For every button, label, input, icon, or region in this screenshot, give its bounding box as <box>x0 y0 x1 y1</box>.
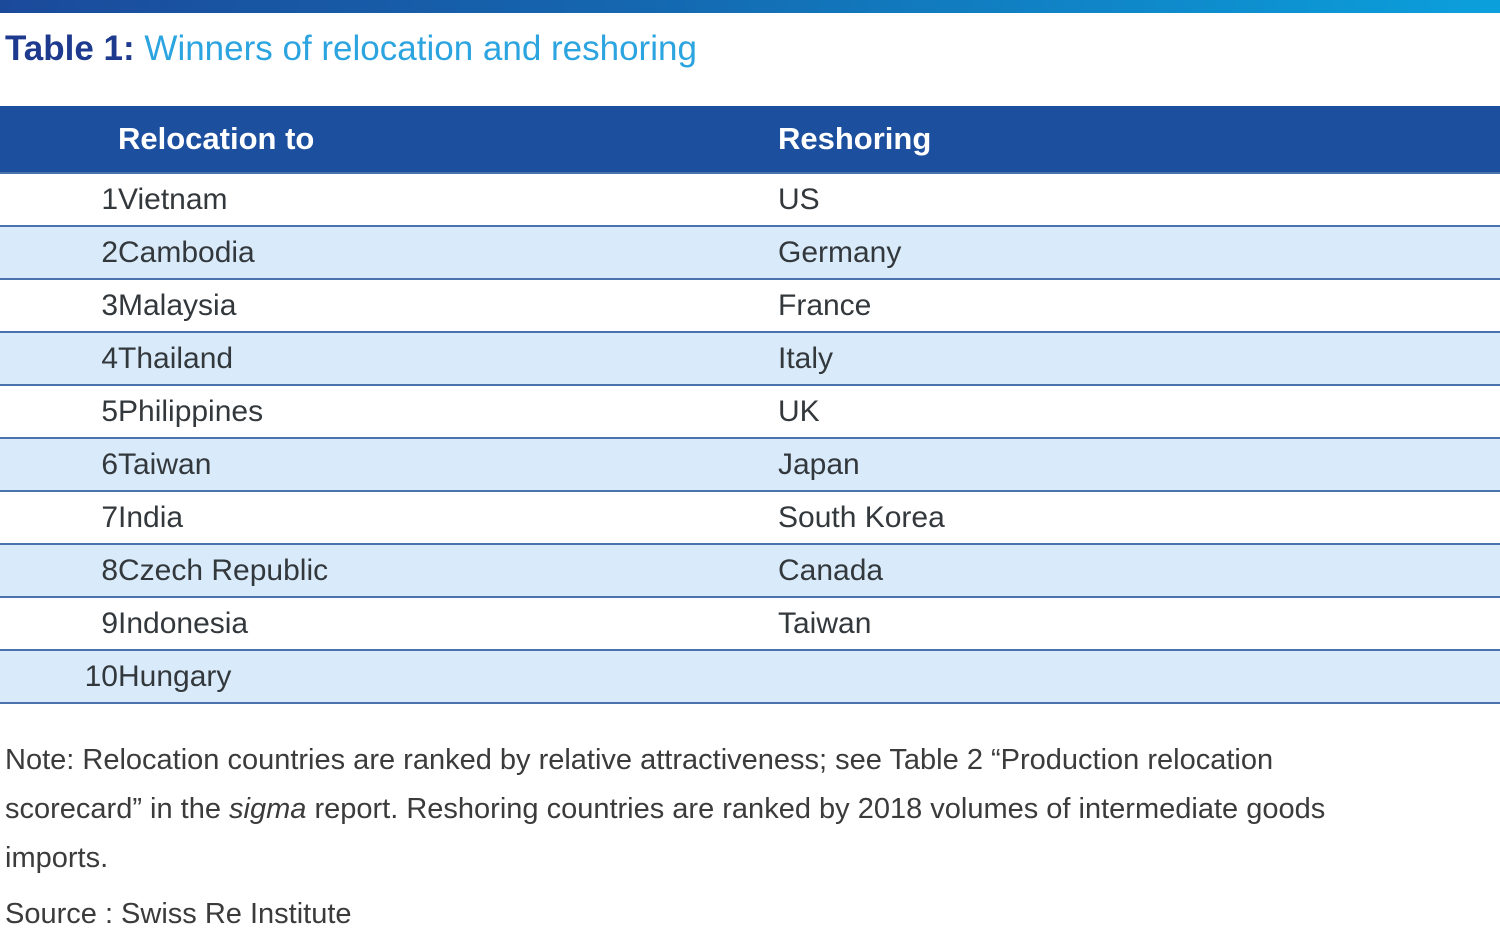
reshoring-cell <box>778 650 1500 703</box>
rank-cell: 5 <box>101 394 118 428</box>
rank-cell: 4 <box>101 341 118 375</box>
table-row: 6 Taiwan Japan <box>0 438 1500 491</box>
relocation-cell: Malaysia <box>118 288 237 322</box>
rank-cell: 1 <box>101 182 118 216</box>
relocation-cell: Thailand <box>118 341 234 375</box>
winners-table: Relocation to Reshoring 1 Vietnam US 2 C… <box>0 106 1500 704</box>
note-text-before-sigma: Note: Relocation countries are ranked by… <box>5 744 1274 825</box>
rank-cell: 10 <box>84 659 118 693</box>
relocation-cell: Vietnam <box>118 182 228 216</box>
relocation-cell: Taiwan <box>118 447 212 481</box>
table-title-text: Winners of relocation and reshoring <box>144 29 697 68</box>
table-row: 2 Cambodia Germany <box>0 226 1500 279</box>
table-header-row: Relocation to Reshoring <box>0 106 1500 173</box>
source-line: Source : Swiss Re Institute <box>5 898 352 930</box>
header-rank-cell <box>0 106 118 173</box>
rank-cell: 8 <box>101 553 118 587</box>
table-number-label: Table 1: <box>5 29 135 68</box>
table-row: 10 Hungary <box>0 650 1500 703</box>
note-text-after-sigma: report. Reshoring countries are ranked b… <box>5 793 1326 874</box>
reshoring-cell: UK <box>778 394 820 428</box>
relocation-cell: Cambodia <box>118 235 255 269</box>
reshoring-cell: Italy <box>778 341 834 375</box>
rank-cell: 2 <box>101 235 118 269</box>
table-row: 8 Czech Republic Canada <box>0 544 1500 597</box>
reshoring-cell: France <box>778 288 872 322</box>
rank-cell: 9 <box>101 606 118 640</box>
table-row: 3 Malaysia France <box>0 279 1500 332</box>
rank-cell: 7 <box>101 500 118 534</box>
page-title: Table 1: Winners of relocation and resho… <box>5 28 1500 70</box>
relocation-cell: Czech Republic <box>118 553 329 587</box>
header-reshoring: Reshoring <box>778 121 932 156</box>
note-sigma-italic: sigma <box>229 793 307 825</box>
reshoring-cell: Taiwan <box>778 606 872 640</box>
table-row: 1 Vietnam US <box>0 173 1500 226</box>
table-note: Note: Relocation countries are ranked by… <box>5 736 1410 883</box>
rank-cell: 3 <box>101 288 118 322</box>
relocation-cell: Hungary <box>118 659 232 693</box>
title-space <box>135 29 145 68</box>
header-relocation-to: Relocation to <box>118 121 315 156</box>
reshoring-cell: Canada <box>778 553 884 587</box>
reshoring-cell: Germany <box>778 235 902 269</box>
table-row: 9 Indonesia Taiwan <box>0 597 1500 650</box>
reshoring-cell: South Korea <box>778 500 945 534</box>
reshoring-cell: US <box>778 182 820 216</box>
top-accent-bar <box>0 0 1500 13</box>
relocation-cell: Philippines <box>118 394 264 428</box>
table-row: 4 Thailand Italy <box>0 332 1500 385</box>
reshoring-cell: Japan <box>778 447 860 481</box>
table-row: 5 Philippines UK <box>0 385 1500 438</box>
rank-cell: 6 <box>101 447 118 481</box>
table-row: 7 India South Korea <box>0 491 1500 544</box>
relocation-cell: India <box>118 500 184 534</box>
relocation-cell: Indonesia <box>118 606 249 640</box>
